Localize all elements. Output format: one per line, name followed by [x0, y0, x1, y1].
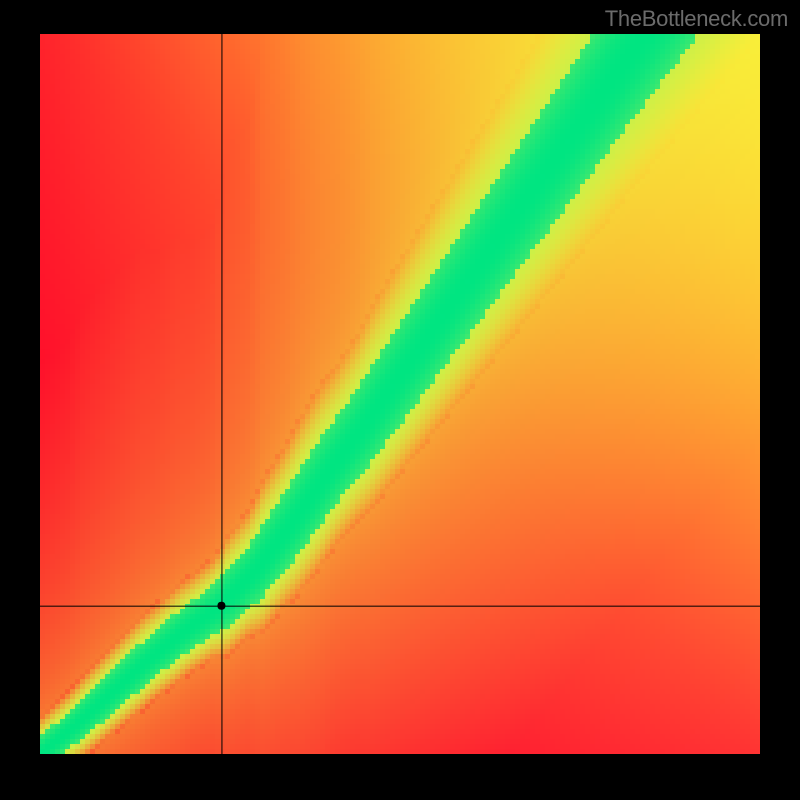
heatmap-plot: [40, 34, 760, 754]
watermark-label: TheBottleneck.com: [605, 6, 788, 32]
heatmap-canvas: [40, 34, 760, 754]
chart-container: TheBottleneck.com: [0, 0, 800, 800]
